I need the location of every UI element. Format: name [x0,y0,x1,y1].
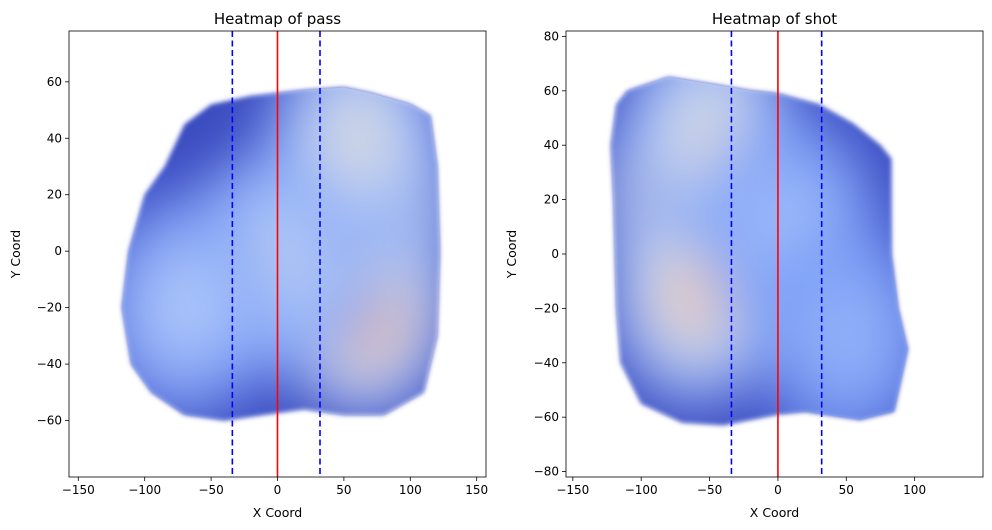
y-tick-label: −40 [37,357,62,371]
pass-plot-area [122,31,440,477]
x-tick-label: −50 [198,483,223,497]
y-tick-label: 20 [544,193,559,207]
shot-heatmap-panel: Heatmap of shot X Coord Y Coord −150 −100… [504,10,984,520]
shot-plot-area [611,31,908,477]
x-tick-label: −150 [556,483,589,497]
pass-x-axis-label: X Coord [253,505,302,520]
x-tick-label: 100 [399,483,422,497]
x-tick-label: 50 [336,483,351,497]
density-peak-4-level-5 [822,305,871,366]
y-tick-label: −20 [534,301,559,315]
x-tick-label: 0 [274,483,282,497]
shot-chart-title: Heatmap of shot [712,10,837,28]
pass-chart-title: Heatmap of pass [214,10,341,28]
pass-heatmap-panel: Heatmap of pass X Coord Y Coord −150 −100… [8,10,488,520]
pass-y-axis-label: Y Coord [8,230,23,280]
y-tick-label: −40 [534,356,559,370]
density-peak-5-level-5 [160,277,209,338]
x-tick-label: −100 [625,483,658,497]
shot-x-axis-label: X Coord [750,505,799,520]
shot-y-axis-label: Y Coord [504,230,519,280]
density-peak-3-level-5 [333,108,381,169]
y-tick-label: 0 [551,247,559,261]
y-tick-label: −60 [37,414,62,428]
x-tick-label: −150 [62,483,95,497]
pass-axis-ticks: −150 −100 −50 0 50 100 150 −60 −40 −20 0 20 40 60 [37,75,488,497]
x-tick-label: −50 [697,483,722,497]
y-tick-label: 0 [54,244,62,258]
y-tick-label: −20 [37,301,62,315]
x-tick-label: 150 [465,483,488,497]
y-tick-label: 20 [47,188,62,202]
y-tick-label: −60 [534,410,559,424]
x-tick-label: 100 [903,483,926,497]
y-tick-label: 60 [47,75,62,89]
y-tick-label: −80 [534,465,559,479]
x-tick-label: 50 [839,483,854,497]
shot-axis-ticks: −150 −100 −50 0 50 100 −80 −60 −40 −20 0 20 40 60 80 [534,29,926,497]
x-tick-label: −100 [128,483,161,497]
y-tick-label: 60 [544,84,559,98]
y-tick-label: 80 [544,29,559,43]
y-tick-label: 40 [544,138,559,152]
x-tick-label: 0 [774,483,782,497]
y-tick-label: 40 [47,131,62,145]
